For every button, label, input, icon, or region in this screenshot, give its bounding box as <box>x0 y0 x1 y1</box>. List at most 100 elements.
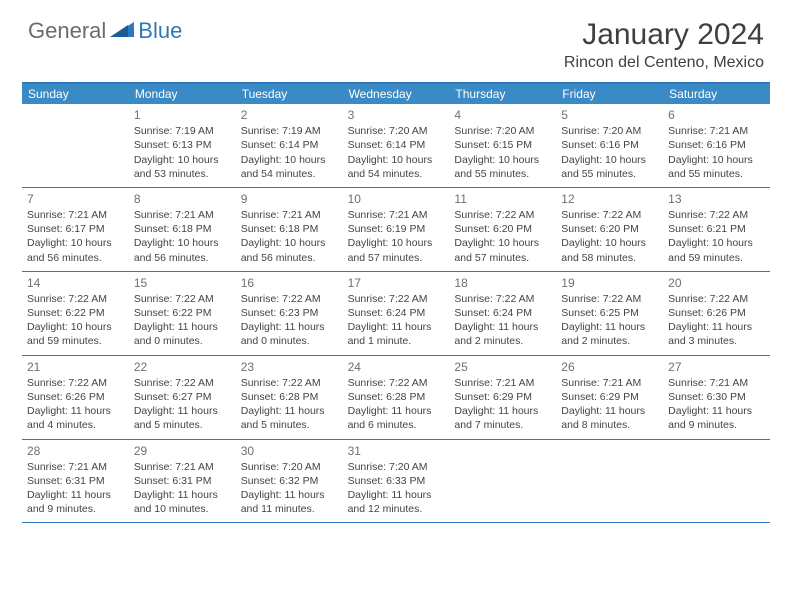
daylight-line-1: Daylight: 10 hours <box>241 153 338 167</box>
daylight-line-1: Daylight: 11 hours <box>348 320 445 334</box>
day-number: 9 <box>241 191 338 207</box>
sunrise-line: Sunrise: 7:22 AM <box>348 292 445 306</box>
day-cell: 9Sunrise: 7:21 AMSunset: 6:18 PMDaylight… <box>236 188 343 271</box>
daylight-line-1: Daylight: 10 hours <box>134 236 231 250</box>
sunrise-line: Sunrise: 7:22 AM <box>134 292 231 306</box>
daylight-line-2: and 2 minutes. <box>454 334 551 348</box>
day-cell: 30Sunrise: 7:20 AMSunset: 6:32 PMDayligh… <box>236 440 343 523</box>
sunset-line: Sunset: 6:22 PM <box>134 306 231 320</box>
daylight-line-2: and 59 minutes. <box>668 251 765 265</box>
sunrise-line: Sunrise: 7:22 AM <box>561 292 658 306</box>
daylight-line-1: Daylight: 11 hours <box>241 488 338 502</box>
daylight-line-1: Daylight: 11 hours <box>241 320 338 334</box>
sunset-line: Sunset: 6:26 PM <box>668 306 765 320</box>
daylight-line-2: and 54 minutes. <box>241 167 338 181</box>
day-cell: 11Sunrise: 7:22 AMSunset: 6:20 PMDayligh… <box>449 188 556 271</box>
sunset-line: Sunset: 6:29 PM <box>454 390 551 404</box>
sunrise-line: Sunrise: 7:22 AM <box>241 376 338 390</box>
weekday-header: Tuesday <box>236 84 343 104</box>
day-cell-empty <box>22 104 129 187</box>
day-cell: 3Sunrise: 7:20 AMSunset: 6:14 PMDaylight… <box>343 104 450 187</box>
sunrise-line: Sunrise: 7:22 AM <box>668 208 765 222</box>
sunset-line: Sunset: 6:22 PM <box>27 306 124 320</box>
sunset-line: Sunset: 6:16 PM <box>668 138 765 152</box>
day-cell: 26Sunrise: 7:21 AMSunset: 6:29 PMDayligh… <box>556 356 663 439</box>
daylight-line-1: Daylight: 10 hours <box>348 153 445 167</box>
sunrise-line: Sunrise: 7:21 AM <box>241 208 338 222</box>
sunrise-line: Sunrise: 7:22 AM <box>134 376 231 390</box>
daylight-line-2: and 12 minutes. <box>348 502 445 516</box>
day-cell: 2Sunrise: 7:19 AMSunset: 6:14 PMDaylight… <box>236 104 343 187</box>
daylight-line-2: and 9 minutes. <box>27 502 124 516</box>
month-title: January 2024 <box>564 18 764 52</box>
daylight-line-1: Daylight: 10 hours <box>27 320 124 334</box>
daylight-line-2: and 53 minutes. <box>134 167 231 181</box>
weekday-header: Friday <box>556 84 663 104</box>
week-row: 14Sunrise: 7:22 AMSunset: 6:22 PMDayligh… <box>22 272 770 356</box>
daylight-line-1: Daylight: 10 hours <box>241 236 338 250</box>
day-cell: 14Sunrise: 7:22 AMSunset: 6:22 PMDayligh… <box>22 272 129 355</box>
daylight-line-2: and 9 minutes. <box>668 418 765 432</box>
sunrise-line: Sunrise: 7:22 AM <box>241 292 338 306</box>
day-number: 16 <box>241 275 338 291</box>
sunset-line: Sunset: 6:28 PM <box>241 390 338 404</box>
sunset-line: Sunset: 6:25 PM <box>561 306 658 320</box>
day-cell-empty <box>663 440 770 523</box>
sunrise-line: Sunrise: 7:22 AM <box>27 292 124 306</box>
sunrise-line: Sunrise: 7:20 AM <box>454 124 551 138</box>
daylight-line-2: and 58 minutes. <box>561 251 658 265</box>
day-cell: 28Sunrise: 7:21 AMSunset: 6:31 PMDayligh… <box>22 440 129 523</box>
daylight-line-1: Daylight: 11 hours <box>454 404 551 418</box>
sunset-line: Sunset: 6:13 PM <box>134 138 231 152</box>
sunset-line: Sunset: 6:26 PM <box>27 390 124 404</box>
daylight-line-2: and 55 minutes. <box>668 167 765 181</box>
weeks-container: 1Sunrise: 7:19 AMSunset: 6:13 PM Daylight… <box>22 104 770 523</box>
sunset-line: Sunset: 6:24 PM <box>454 306 551 320</box>
sunrise-line: Sunrise: 7:21 AM <box>561 376 658 390</box>
sunset-line: Sunset: 6:14 PM <box>348 138 445 152</box>
daylight-line-2: and 57 minutes. <box>454 251 551 265</box>
week-row: 1Sunrise: 7:19 AMSunset: 6:13 PM Daylight… <box>22 104 770 188</box>
daylight-line-1: Daylight: 11 hours <box>134 404 231 418</box>
daylight-line-2: and 54 minutes. <box>348 167 445 181</box>
day-cell: 21Sunrise: 7:22 AMSunset: 6:26 PMDayligh… <box>22 356 129 439</box>
day-cell: 12Sunrise: 7:22 AMSunset: 6:20 PMDayligh… <box>556 188 663 271</box>
day-number: 4 <box>454 107 551 123</box>
day-cell: 6Sunrise: 7:21 AMSunset: 6:16 PMDaylight… <box>663 104 770 187</box>
location-text: Rincon del Centeno, Mexico <box>564 54 764 72</box>
day-number: 22 <box>134 359 231 375</box>
daylight-line-2: and 4 minutes. <box>27 418 124 432</box>
day-number: 1 <box>134 107 231 123</box>
day-number: 30 <box>241 443 338 459</box>
sunrise-line: Sunrise: 7:21 AM <box>134 460 231 474</box>
day-number: 3 <box>348 107 445 123</box>
day-cell: 29Sunrise: 7:21 AMSunset: 6:31 PMDayligh… <box>129 440 236 523</box>
day-cell: 27Sunrise: 7:21 AMSunset: 6:30 PMDayligh… <box>663 356 770 439</box>
day-number: 23 <box>241 359 338 375</box>
brand-text-blue: Blue <box>138 18 182 44</box>
day-number: 24 <box>348 359 445 375</box>
daylight-line-1: Daylight: 10 hours <box>27 236 124 250</box>
day-number: 15 <box>134 275 231 291</box>
daylight-line-2: and 5 minutes. <box>134 418 231 432</box>
daylight-line-1: Daylight: 11 hours <box>27 488 124 502</box>
page-header: General Blue January 2024 Rincon del Cen… <box>0 0 792 78</box>
sunrise-line: Sunrise: 7:22 AM <box>668 292 765 306</box>
sunrise-line: Sunrise: 7:21 AM <box>348 208 445 222</box>
daylight-line-1: Daylight: 11 hours <box>348 404 445 418</box>
daylight-line-2: and 6 minutes. <box>348 418 445 432</box>
sunset-line: Sunset: 6:30 PM <box>668 390 765 404</box>
sunrise-line: Sunrise: 7:19 AM <box>134 124 231 138</box>
brand-text-general: General <box>28 18 106 44</box>
title-block: January 2024 Rincon del Centeno, Mexico <box>564 18 764 72</box>
daylight-line-2: and 55 minutes. <box>454 167 551 181</box>
sunset-line: Sunset: 6:18 PM <box>134 222 231 236</box>
day-cell: 23Sunrise: 7:22 AMSunset: 6:28 PMDayligh… <box>236 356 343 439</box>
day-number: 2 <box>241 107 338 123</box>
daylight-line-2: and 7 minutes. <box>454 418 551 432</box>
daylight-line-1: Daylight: 11 hours <box>561 404 658 418</box>
day-number: 13 <box>668 191 765 207</box>
daylight-line-2: and 55 minutes. <box>561 167 658 181</box>
daylight-line-2: and 1 minute. <box>348 334 445 348</box>
weekday-header: Wednesday <box>343 84 450 104</box>
